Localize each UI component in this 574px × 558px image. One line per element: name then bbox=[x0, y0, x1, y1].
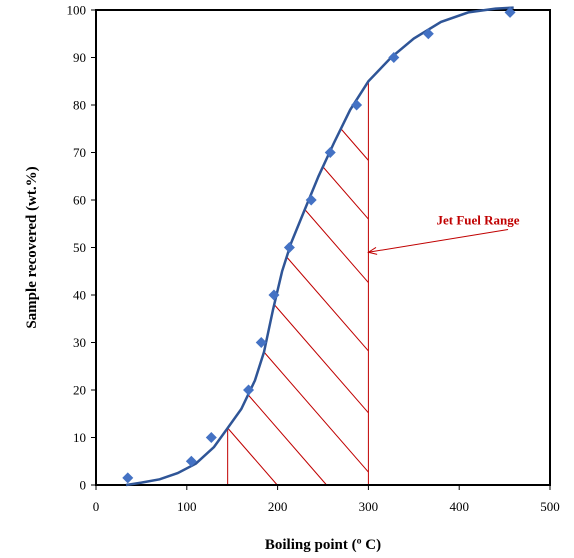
hatch-line bbox=[304, 209, 369, 283]
data-point bbox=[388, 52, 400, 63]
hatch-line bbox=[247, 394, 327, 486]
y-tick-label: 40 bbox=[73, 288, 86, 303]
data-point bbox=[351, 99, 363, 111]
data-point bbox=[268, 289, 280, 301]
annotation: Jet Fuel Range bbox=[367, 213, 520, 255]
annotation-arrow-shaft bbox=[368, 229, 509, 253]
y-tick-label: 70 bbox=[73, 145, 86, 160]
x-tick-label: 100 bbox=[177, 499, 197, 514]
data-point bbox=[504, 6, 516, 18]
data-point bbox=[255, 337, 267, 348]
y-tick-label: 10 bbox=[73, 430, 86, 445]
x-tick-label: 400 bbox=[449, 499, 469, 514]
x-axis-title: Boiling point (º C) bbox=[265, 537, 381, 553]
hatch-line bbox=[340, 128, 369, 161]
fit-curve bbox=[125, 6, 514, 487]
y-tick-label: 20 bbox=[73, 383, 86, 398]
jet-fuel-range-hatch bbox=[227, 81, 369, 486]
data-point bbox=[122, 472, 134, 484]
hatch-line bbox=[227, 427, 278, 486]
data-point bbox=[305, 194, 317, 206]
data-point bbox=[205, 432, 217, 443]
data-markers bbox=[122, 6, 516, 484]
data-point bbox=[243, 384, 255, 396]
x-tick-label: 500 bbox=[540, 499, 560, 514]
axes bbox=[91, 9, 551, 490]
x-tick-label: 200 bbox=[268, 499, 288, 514]
y-tick-label: 90 bbox=[73, 50, 86, 65]
data-point bbox=[283, 242, 295, 253]
y-tick-label: 30 bbox=[73, 335, 86, 350]
plot-frame bbox=[95, 9, 551, 486]
hatch-line bbox=[286, 256, 369, 352]
y-tick-label: 0 bbox=[80, 478, 87, 493]
data-point bbox=[185, 455, 197, 467]
data-point bbox=[324, 147, 336, 158]
x-tick-label: 0 bbox=[93, 499, 100, 514]
y-tick-label: 50 bbox=[73, 240, 86, 255]
hatch-line bbox=[322, 166, 369, 220]
hatch-line bbox=[263, 351, 369, 473]
hatch-line bbox=[273, 304, 369, 414]
fit-curve-layer bbox=[125, 6, 514, 487]
x-tick-label: 300 bbox=[359, 499, 379, 514]
tick-labels: 0 100 200 300 400 500 0 10 20 30 40 50 60 70 80 90 100 bbox=[67, 3, 560, 515]
y-tick-label: 60 bbox=[73, 193, 86, 208]
data-point bbox=[422, 28, 434, 40]
y-tick-label: 100 bbox=[67, 3, 87, 18]
jet-fuel-range-label: Jet Fuel Range bbox=[437, 213, 520, 228]
y-tick-label: 80 bbox=[73, 98, 86, 113]
y-axis-title: Sample recovered (wt.%) bbox=[24, 166, 40, 328]
annotation-arrowhead bbox=[367, 247, 378, 255]
